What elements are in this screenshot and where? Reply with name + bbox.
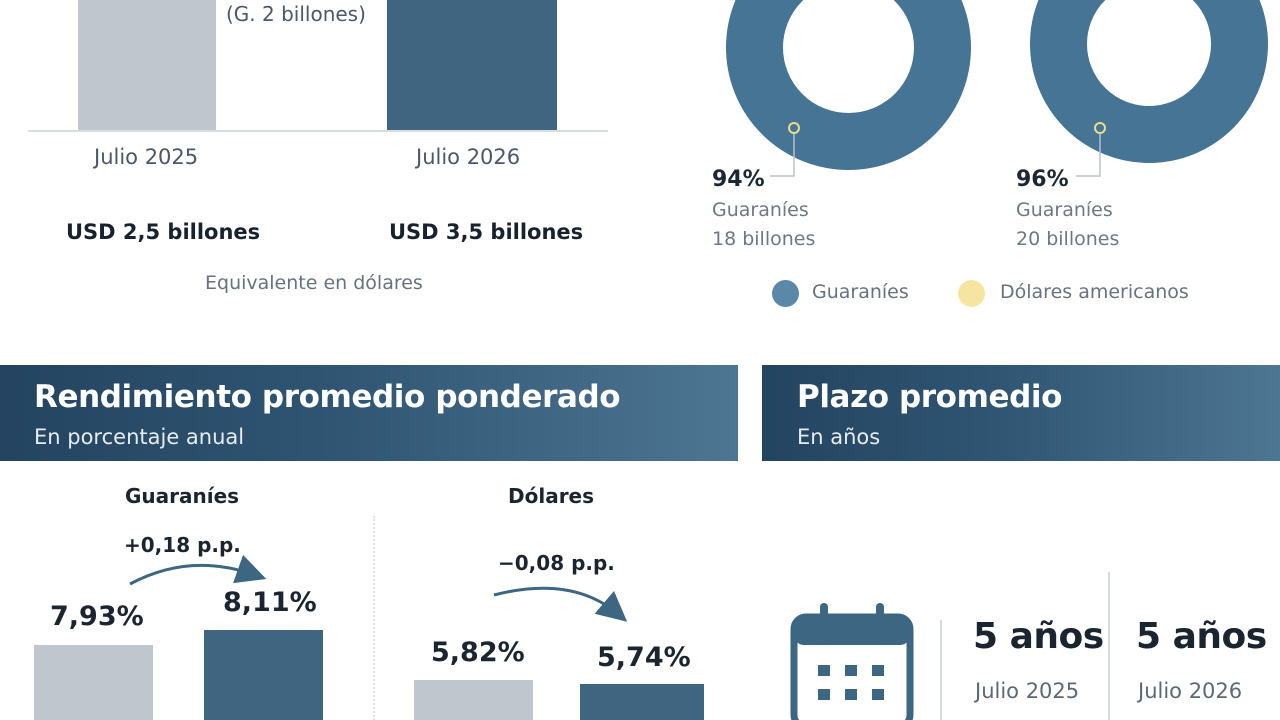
- term-divider-2: [1108, 572, 1110, 720]
- legend-swatch-guaranies: [772, 280, 799, 307]
- donut-share-2026: 96%: [1016, 167, 1069, 192]
- donut-currency-2025: Guaraníes: [712, 199, 809, 221]
- leader-dot-2025: [788, 122, 800, 134]
- yield-arrows: [129, 554, 628, 622]
- gs-note: (G. 2 billones): [226, 2, 366, 26]
- arrow-up-icon: [129, 554, 267, 586]
- donut-share-2025: 94%: [712, 167, 765, 192]
- leader-line-2025: [770, 134, 795, 177]
- legend-label-dolares: Dólares americanos: [1000, 281, 1189, 303]
- legend-label-guaranies: Guaraníes: [812, 281, 909, 303]
- yield-divider: [373, 516, 375, 720]
- legend-swatch-dolares: [958, 280, 985, 307]
- bar-julio-2026: [387, 0, 557, 131]
- yield-banner: Rendimiento promedio ponderado En porcen…: [0, 365, 738, 461]
- yield-after-dolares: 5,74%: [597, 642, 691, 673]
- term-period-2025: Julio 2025: [975, 679, 1080, 703]
- donut-leader-lines: [770, 122, 1106, 177]
- yield-before-guaranies: 7,93%: [50, 601, 144, 632]
- term-subtitle: En años: [797, 425, 881, 449]
- usd-caption: Equivalente en dólares: [205, 272, 423, 294]
- calendar-icon: [790, 603, 914, 720]
- yield-bar-before-dolares: [414, 680, 533, 720]
- usd-value-2025: USD 2,5 billones: [66, 220, 261, 244]
- usd-value-2026: USD 3,5 billones: [389, 220, 584, 244]
- term-value-2025: 5 años: [973, 616, 1104, 657]
- bar-julio-2025: [78, 0, 216, 131]
- yield-delta-guaranies: +0,18 p.p.: [124, 533, 241, 557]
- yield-title: Rendimiento promedio ponderado: [34, 379, 621, 415]
- yield-before-dolares: 5,82%: [431, 637, 525, 668]
- period-label-2025: Julio 2025: [94, 145, 199, 169]
- yield-bar-before-guaranies: [34, 645, 153, 720]
- period-label-2026: Julio 2026: [416, 145, 521, 169]
- yield-subtitle: En porcentaje anual: [34, 425, 245, 449]
- yield-bar-after-dolares: [580, 684, 704, 720]
- yield-group-dolares: Dólares: [508, 484, 595, 508]
- yield-after-guaranies: 8,11%: [223, 587, 317, 618]
- term-banner: Plazo promedio En años: [762, 365, 1280, 461]
- arrow-down-icon: [493, 586, 628, 622]
- term-divider-1: [940, 620, 942, 720]
- leader-line-2026: [1076, 134, 1101, 177]
- term-value-2026: 5 años: [1136, 616, 1267, 657]
- donut-currency-2026: Guaraníes: [1016, 199, 1113, 221]
- term-title: Plazo promedio: [797, 379, 1063, 415]
- term-period-2026: Julio 2026: [1138, 679, 1243, 703]
- yield-bar-after-guaranies: [204, 630, 323, 720]
- yield-group-guaranies: Guaraníes: [125, 484, 240, 508]
- yield-delta-dolares: −0,08 p.p.: [498, 551, 615, 575]
- leader-dot-2026: [1094, 122, 1106, 134]
- baseline: [28, 130, 608, 132]
- donut-amount-2026: 20 billones: [1016, 228, 1120, 250]
- donut-amount-2025: 18 billones: [712, 228, 816, 250]
